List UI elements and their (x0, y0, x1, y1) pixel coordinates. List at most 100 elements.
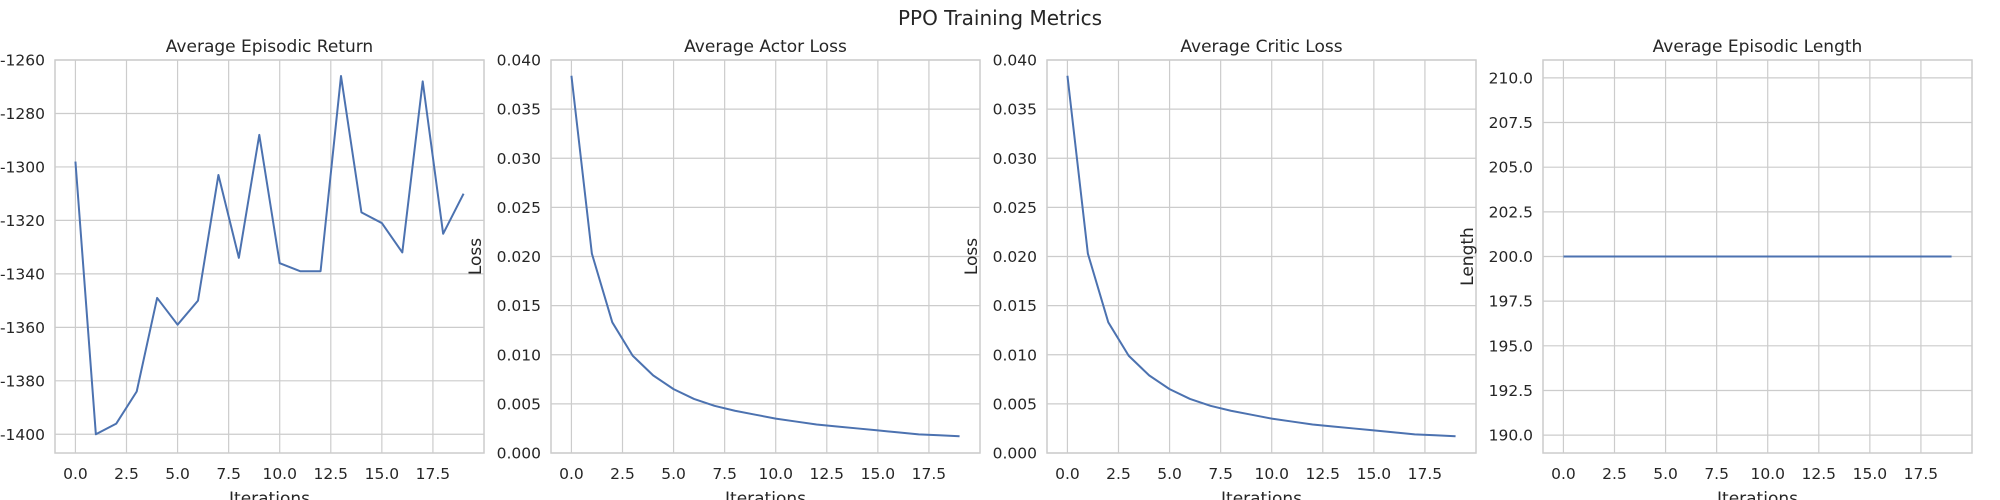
x-tick-label: 12.5 (810, 465, 845, 483)
data-point (795, 421, 797, 423)
axes-frame (1046, 59, 1477, 454)
chart-panel-4: 0.0 2.5 5.0 7.5 10.0 12.5 15.0 17.5 190.0 192.5 19… (1458, 37, 1973, 500)
data-point (836, 425, 838, 427)
data-point (422, 80, 424, 82)
data-point (1624, 256, 1626, 258)
data-point (1808, 256, 1810, 258)
data-point (775, 418, 777, 420)
y-tick-label: 0.025 (497, 199, 541, 217)
data-point (1787, 256, 1789, 258)
data-point (1889, 256, 1891, 258)
y-tick-label: 205.0 (1489, 159, 1533, 177)
y-tick-label: 0.040 (497, 52, 541, 70)
data-point (632, 355, 634, 357)
data-point (1665, 256, 1667, 258)
x-tick-label: 15.0 (1853, 465, 1888, 483)
y-tick-label: 0.015 (497, 297, 541, 315)
data-point (734, 410, 736, 412)
x-tick-label: 7.5 (216, 465, 241, 483)
data-point (897, 431, 899, 433)
data-point (1087, 253, 1089, 255)
subplot-title: Average Actor Loss (684, 37, 847, 57)
data-point (1312, 424, 1314, 426)
x-tick-label: 15.0 (861, 465, 896, 483)
data-point (238, 257, 240, 259)
x-tick-label: 7.5 (1704, 465, 1729, 483)
data-point (340, 75, 342, 77)
data-point (693, 398, 695, 400)
data-point (1848, 256, 1850, 258)
data-point (652, 374, 654, 376)
data-point (360, 211, 362, 213)
data-point (279, 262, 281, 264)
x-axis-label: Iterations (1221, 489, 1302, 500)
data-point (1603, 256, 1605, 258)
y-tick-label: -1260 (0, 52, 45, 70)
data-point (1869, 256, 1871, 258)
series-line (1066, 75, 1456, 438)
data-point (754, 414, 756, 416)
y-tick-label: 0.020 (497, 248, 541, 266)
y-tick-label: 0.010 (993, 346, 1037, 364)
chart-panel-3: 0.0 2.5 5.0 7.5 10.0 12.5 15.0 17.5 0.000 0.005 0.… (962, 37, 1477, 500)
data-point (1189, 398, 1191, 400)
data-point (320, 270, 322, 272)
data-point (95, 433, 97, 435)
figure-title: PPO Training Metrics (898, 6, 1102, 30)
y-tick-label: 210.0 (1489, 69, 1533, 87)
y-axis-label: Length (1458, 227, 1478, 286)
chart-panel-1: 0.0 2.5 5.0 7.5 10.0 12.5 15.0 17.5 -1260 -1280 -1… (0, 37, 485, 500)
data-point (856, 427, 858, 429)
x-tick-label: 12.5 (1802, 465, 1837, 483)
x-axis-label: Iterations (725, 489, 806, 500)
y-tick-label: 0.040 (993, 52, 1037, 70)
y-tick-label: 192.5 (1489, 382, 1533, 400)
data-point (197, 300, 199, 302)
y-axis-label: Loss (466, 238, 486, 275)
x-tick-label: 7.5 (712, 465, 737, 483)
data-point (1930, 256, 1932, 258)
x-tick-label: 5.0 (661, 465, 686, 483)
y-axis-label: Loss (962, 238, 982, 275)
data-point (115, 423, 117, 425)
y-tick-label: -1400 (0, 426, 45, 444)
y-tick-label: 190.0 (1489, 427, 1533, 445)
axes-frame (54, 59, 485, 454)
x-tick-label: 10.0 (758, 465, 793, 483)
data-point (1705, 256, 1707, 258)
data-point (1393, 431, 1395, 433)
data-point (217, 174, 219, 176)
data-point (136, 391, 138, 393)
data-point (570, 75, 572, 77)
data-point (1373, 429, 1375, 431)
series-line (74, 75, 465, 436)
x-tick-label: 5.0 (165, 465, 190, 483)
data-point (1767, 256, 1769, 258)
y-tick-label: 207.5 (1489, 114, 1533, 132)
data-point (591, 253, 593, 255)
series-line (570, 75, 960, 438)
data-point (1562, 256, 1564, 258)
y-tick-label: 0.035 (993, 101, 1037, 119)
x-tick-label: 15.0 (365, 465, 400, 483)
x-axis-label: Iterations (1717, 489, 1798, 500)
data-point (1644, 256, 1646, 258)
x-tick-label: 0.0 (1055, 465, 1080, 483)
y-tick-label: 0.020 (993, 248, 1037, 266)
data-point (611, 321, 613, 323)
subplot-title: Average Episodic Return (166, 37, 373, 57)
data-point (938, 434, 940, 436)
axes-frame (1542, 59, 1973, 454)
y-tick-label: 0.030 (993, 150, 1037, 168)
data-point (1414, 433, 1416, 435)
data-point (1910, 256, 1912, 258)
y-tick-label: 195.0 (1489, 337, 1533, 355)
data-point (877, 429, 879, 431)
y-tick-label: 0.000 (993, 445, 1037, 463)
y-tick-label: -1280 (0, 105, 45, 123)
data-point (156, 297, 158, 299)
data-point (1066, 75, 1068, 77)
y-tick-label: 0.005 (993, 395, 1037, 413)
subplot-title: Average Critic Loss (1180, 37, 1342, 57)
x-tick-label: 2.5 (610, 465, 635, 483)
